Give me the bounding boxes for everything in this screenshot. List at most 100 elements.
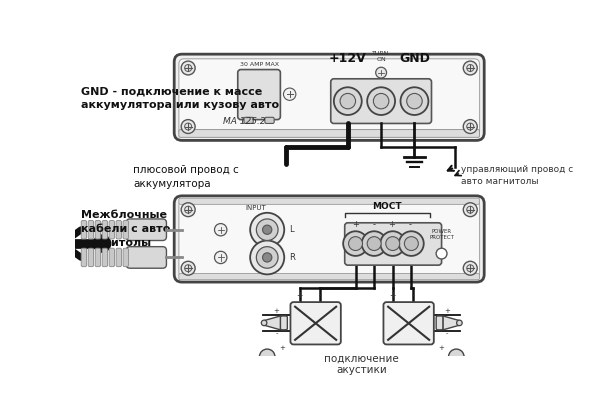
Circle shape xyxy=(340,94,356,109)
FancyBboxPatch shape xyxy=(290,302,341,344)
Circle shape xyxy=(467,123,474,130)
FancyBboxPatch shape xyxy=(436,316,443,330)
FancyBboxPatch shape xyxy=(179,130,479,137)
FancyBboxPatch shape xyxy=(123,220,128,239)
FancyBboxPatch shape xyxy=(95,248,101,267)
Circle shape xyxy=(457,320,462,326)
Circle shape xyxy=(259,349,275,364)
Circle shape xyxy=(181,120,195,134)
Circle shape xyxy=(449,349,464,364)
FancyBboxPatch shape xyxy=(81,248,86,267)
Circle shape xyxy=(407,94,422,109)
Text: Межблочные
кабели с авто
магнитолы: Межблочные кабели с авто магнитолы xyxy=(81,210,170,248)
Circle shape xyxy=(349,237,362,250)
Circle shape xyxy=(256,247,278,268)
FancyBboxPatch shape xyxy=(344,223,442,265)
FancyBboxPatch shape xyxy=(116,220,121,239)
FancyBboxPatch shape xyxy=(383,302,434,344)
Text: -: - xyxy=(412,291,414,300)
Circle shape xyxy=(467,64,474,72)
Text: подключение
акустики: подключение акустики xyxy=(325,354,399,375)
FancyBboxPatch shape xyxy=(88,248,94,267)
FancyBboxPatch shape xyxy=(238,70,280,120)
Text: МОСТ: МОСТ xyxy=(373,202,402,211)
FancyBboxPatch shape xyxy=(179,59,479,136)
Circle shape xyxy=(256,219,278,240)
Text: управляющий провод с
авто магнитолы: управляющий провод с авто магнитолы xyxy=(461,165,573,186)
FancyBboxPatch shape xyxy=(123,248,128,267)
Circle shape xyxy=(362,231,386,256)
Text: +12V: +12V xyxy=(329,52,367,65)
Circle shape xyxy=(373,94,389,109)
Text: -: - xyxy=(275,330,278,336)
Text: +: + xyxy=(444,308,450,314)
FancyBboxPatch shape xyxy=(88,220,94,239)
Polygon shape xyxy=(264,316,280,330)
FancyBboxPatch shape xyxy=(126,219,166,240)
FancyBboxPatch shape xyxy=(244,117,253,124)
Text: GND - подключение к массе
аккумулятора или кузову авто: GND - подключение к массе аккумулятора и… xyxy=(81,86,280,110)
FancyBboxPatch shape xyxy=(265,117,274,124)
Polygon shape xyxy=(443,316,460,330)
Text: плюсовой провод с
аккумулятора: плюсовой провод с аккумулятора xyxy=(133,165,239,189)
FancyBboxPatch shape xyxy=(81,220,86,239)
Circle shape xyxy=(181,61,195,75)
FancyBboxPatch shape xyxy=(126,247,166,268)
Circle shape xyxy=(436,248,447,259)
Text: +: + xyxy=(438,345,444,351)
Text: -: - xyxy=(446,330,448,336)
Circle shape xyxy=(334,87,362,115)
Circle shape xyxy=(93,234,112,253)
Circle shape xyxy=(380,231,405,256)
Text: +: + xyxy=(274,308,280,314)
FancyBboxPatch shape xyxy=(95,220,101,239)
Text: +: + xyxy=(296,291,303,300)
Text: +: + xyxy=(389,291,396,300)
FancyBboxPatch shape xyxy=(109,248,115,267)
Text: INPUT: INPUT xyxy=(245,205,266,211)
Circle shape xyxy=(185,206,191,213)
Text: L: L xyxy=(289,225,293,234)
Text: +: + xyxy=(388,220,395,230)
FancyBboxPatch shape xyxy=(280,316,287,330)
FancyBboxPatch shape xyxy=(179,274,479,280)
Text: -: - xyxy=(373,220,376,230)
FancyBboxPatch shape xyxy=(102,248,107,267)
Circle shape xyxy=(181,261,195,275)
Circle shape xyxy=(263,253,272,262)
Circle shape xyxy=(463,261,477,275)
Text: +: + xyxy=(352,220,359,230)
Circle shape xyxy=(467,265,474,272)
Circle shape xyxy=(463,203,477,217)
FancyBboxPatch shape xyxy=(179,198,479,204)
Circle shape xyxy=(185,123,191,130)
Circle shape xyxy=(343,231,368,256)
Circle shape xyxy=(263,225,272,234)
FancyBboxPatch shape xyxy=(102,220,107,239)
Text: POWER
PROTECT: POWER PROTECT xyxy=(429,229,454,240)
Circle shape xyxy=(399,231,424,256)
Circle shape xyxy=(367,237,381,250)
Circle shape xyxy=(262,320,267,326)
Circle shape xyxy=(376,67,386,78)
FancyBboxPatch shape xyxy=(116,248,121,267)
Text: R: R xyxy=(289,253,295,262)
Circle shape xyxy=(283,88,296,100)
Circle shape xyxy=(463,61,477,75)
Circle shape xyxy=(463,120,477,134)
Circle shape xyxy=(185,265,191,272)
Circle shape xyxy=(185,64,191,72)
Text: TURN
ON: TURN ON xyxy=(373,51,390,62)
Circle shape xyxy=(215,224,227,236)
FancyBboxPatch shape xyxy=(109,220,115,239)
Circle shape xyxy=(250,240,284,274)
Circle shape xyxy=(401,87,428,115)
Circle shape xyxy=(215,251,227,264)
FancyBboxPatch shape xyxy=(174,54,484,140)
Text: 30 AMP MAX: 30 AMP MAX xyxy=(239,62,278,67)
Circle shape xyxy=(181,203,195,217)
Text: GND: GND xyxy=(399,52,430,65)
Circle shape xyxy=(386,237,400,250)
Text: +: + xyxy=(280,345,286,351)
Circle shape xyxy=(250,213,284,247)
